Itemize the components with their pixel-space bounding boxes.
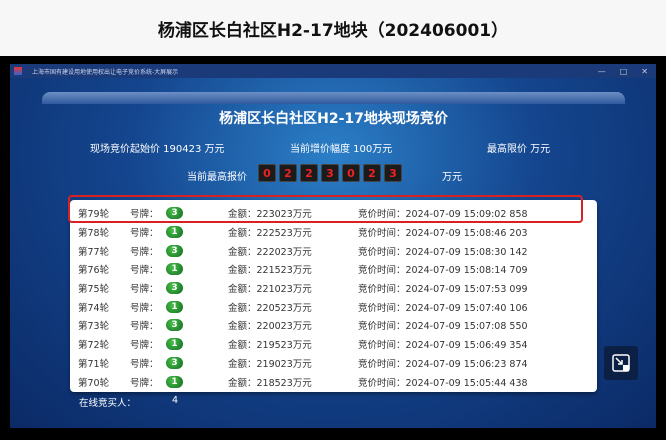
plate-badge: 1: [166, 300, 183, 313]
round: 第73轮: [78, 321, 110, 333]
price-digit: 0: [258, 164, 276, 182]
amount: 金额：219023万元: [228, 358, 312, 370]
online-buyers-count: 4: [172, 395, 179, 406]
price-digit: 3: [384, 164, 402, 182]
amount: 金额：222023万元: [228, 246, 312, 258]
plate-label: 号牌：: [130, 377, 159, 389]
round: 第72轮: [78, 340, 110, 352]
plate-label: 号牌：: [130, 321, 159, 333]
price-digit: 2: [279, 164, 297, 182]
round: 第74轮: [78, 302, 110, 314]
plate-label: 号牌：: [130, 265, 159, 277]
bid-time: 竞价时间：2024-07-09 15:08:46 203: [358, 227, 528, 239]
bid-row: 第75轮 号牌： 3 金额：221023万元 竞价时间：2024-07-09 1…: [70, 279, 597, 298]
price-unit: 万元: [442, 172, 462, 183]
plate-badge: 3: [166, 356, 183, 369]
plate-badge: 3: [166, 207, 183, 220]
bid-row: 第76轮 号牌： 1 金额：221523万元 竞价时间：2024-07-09 1…: [70, 260, 597, 279]
bid-time: 竞价时间：2024-07-09 15:06:49 354: [358, 340, 528, 352]
panel-band: [42, 92, 625, 104]
amount: 金额：220023万元: [228, 321, 312, 333]
auction-title: 杨浦区长白社区H2-17地块现场竞价: [219, 111, 448, 127]
auction-panel: 杨浦区长白社区H2-17地块现场竞价 现场竞价起始价 190423 万元 当前增…: [42, 92, 625, 392]
round: 第71轮: [78, 358, 110, 370]
round: 第75轮: [78, 284, 110, 296]
bid-row: 第77轮 号牌： 3 金额：222023万元 竞价时间：2024-07-09 1…: [70, 241, 597, 260]
amount: 金额：222523万元: [228, 227, 312, 239]
plate-badge: 3: [166, 319, 183, 332]
highlight-box: [68, 195, 583, 223]
bid-row: 第74轮 号牌： 1 金额：220523万元 竞价时间：2024-07-09 1…: [70, 298, 597, 317]
start-price: 现场竞价起始价 190423 万元: [90, 144, 225, 155]
amount: 金额：220523万元: [228, 302, 312, 314]
app-logo-icon: [14, 67, 22, 75]
plate-badge: 3: [166, 282, 183, 295]
round: 第76轮: [78, 265, 110, 277]
amount: 金额：219523万元: [228, 340, 312, 352]
plate-label: 号牌：: [130, 302, 159, 314]
bid-row: 第78轮 号牌： 1 金额：222523万元 竞价时间：2024-07-09 1…: [70, 223, 597, 242]
page-title: 杨浦区长白社区H2-17地块（202406001）: [0, 0, 666, 56]
price-digit: 3: [321, 164, 339, 182]
close-button[interactable]: ✕: [641, 66, 648, 76]
bid-time: 竞价时间：2024-07-09 15:07:53 099: [358, 284, 528, 296]
plate-badge: 1: [166, 225, 183, 238]
round: 第77轮: [78, 246, 110, 258]
plate-badge: 1: [166, 375, 183, 388]
plate-badge: 1: [166, 338, 183, 351]
price-digit: 2: [363, 164, 381, 182]
shrink-icon: [612, 354, 630, 372]
bid-list: 第79轮 号牌： 3 金额：223023万元 竞价时间：2024-07-09 1…: [70, 200, 597, 392]
exit-fullscreen-button[interactable]: [604, 346, 638, 380]
bid-time: 竞价时间：2024-07-09 15:09:02 858: [358, 209, 528, 221]
bid-row: 第73轮 号牌： 3 金额：220023万元 竞价时间：2024-07-09 1…: [70, 316, 597, 335]
round: 第79轮: [78, 209, 110, 221]
bid-time: 竞价时间：2024-07-09 15:07:40 106: [358, 302, 528, 314]
plate-label: 号牌：: [130, 340, 159, 352]
amount: 金额：223023万元: [228, 209, 312, 221]
amount: 金额：218523万元: [228, 377, 312, 389]
plate-label: 号牌：: [130, 227, 159, 239]
bid-time: 竞价时间：2024-07-09 15:05:44 438: [358, 377, 528, 389]
amount: 金额：221023万元: [228, 284, 312, 296]
bid-time: 竞价时间：2024-07-09 15:08:30 142: [358, 246, 528, 258]
plate-label: 号牌：: [130, 358, 159, 370]
bid-row: 第70轮 号牌： 1 金额：218523万元 竞价时间：2024-07-09 1…: [70, 372, 597, 391]
plate-label: 号牌：: [130, 209, 159, 221]
bid-time: 竞价时间：2024-07-09 15:06:23 874: [358, 358, 528, 370]
round: 第78轮: [78, 227, 110, 239]
max-price: 最高限价 万元: [487, 144, 551, 155]
bid-time: 竞价时间：2024-07-09 15:07:08 550: [358, 321, 528, 333]
amount: 金额：221523万元: [228, 265, 312, 277]
bid-row: 第72轮 号牌： 1 金额：219523万元 竞价时间：2024-07-09 1…: [70, 335, 597, 354]
plate-badge: 1: [166, 263, 183, 276]
bid-row: 第79轮 号牌： 3 金额：223023万元 竞价时间：2024-07-09 1…: [70, 204, 597, 223]
plate-label: 号牌：: [130, 284, 159, 296]
plate-badge: 3: [166, 244, 183, 257]
price-digit: 0: [342, 164, 360, 182]
price-digit: 2: [300, 164, 318, 182]
round: 第70轮: [78, 377, 110, 389]
increment: 当前增价幅度 100万元: [290, 144, 393, 155]
maximize-button[interactable]: □: [619, 66, 628, 76]
plate-label: 号牌：: [130, 246, 159, 258]
bid-time: 竞价时间：2024-07-09 15:08:14 709: [358, 265, 528, 277]
online-buyers-label: 在线竞买人：: [79, 398, 137, 409]
window-titlebar: 上海市国有建设用地使用权出让电子竞价系统-大屏展示 — □ ✕: [10, 64, 656, 78]
minimize-button[interactable]: —: [597, 66, 606, 76]
window-title: 上海市国有建设用地使用权出让电子竞价系统-大屏展示: [32, 68, 179, 76]
current-price-label: 当前最高报价: [187, 172, 247, 183]
bid-row: 第71轮 号牌： 3 金额：219023万元 竞价时间：2024-07-09 1…: [70, 354, 597, 373]
